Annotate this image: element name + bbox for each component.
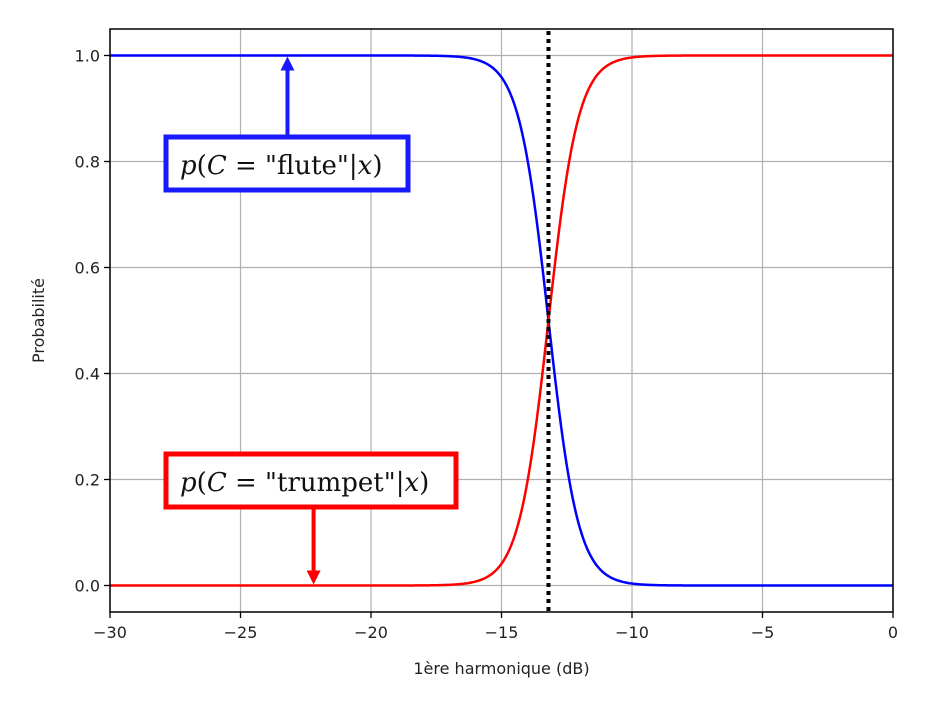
y-tick-label: 0.4 xyxy=(75,365,100,384)
label-p: p xyxy=(180,151,197,181)
y-tick-label: 0.2 xyxy=(75,471,100,490)
arrow-down-icon xyxy=(306,570,321,585)
flute-label-box xyxy=(163,134,411,193)
x-tick-label: −25 xyxy=(224,623,258,642)
label-paren-close: ) xyxy=(419,468,429,498)
y-tick-label: 1.0 xyxy=(75,47,100,66)
x-tick-label: −5 xyxy=(751,623,775,642)
trumpet-probability-curve xyxy=(110,54,893,587)
x-tick-label: −20 xyxy=(354,623,388,642)
label-C: C xyxy=(207,468,227,498)
arrow-up-icon xyxy=(280,56,295,71)
trumpet-label-text: p(C = "trumpet"|x) xyxy=(180,468,429,498)
label-paren-open: ( xyxy=(197,468,207,498)
y-axis-ticks: 0.0 0.2 0.4 0.6 0.8 1.0 xyxy=(75,47,110,596)
label-p: p xyxy=(180,468,197,498)
x-tick-label: −10 xyxy=(615,623,649,642)
grid-lines xyxy=(109,29,894,612)
trumpet-label-box xyxy=(163,451,459,510)
x-tick-label: 0 xyxy=(888,623,898,642)
label-class: = "flute"| xyxy=(227,151,358,181)
x-axis-ticks: −30 −25 −20 −15 −10 −5 0 xyxy=(93,612,898,642)
flute-annotation: p(C = "flute"|x) xyxy=(163,56,411,193)
x-tick-label: −30 xyxy=(93,623,127,642)
x-axis-label: 1ère harmonique (dB) xyxy=(413,659,589,678)
y-tick-label: 0.0 xyxy=(75,577,100,596)
label-C: C xyxy=(207,151,227,181)
y-tick-label: 0.6 xyxy=(75,259,100,278)
label-paren-close: ) xyxy=(372,151,382,181)
flute-label-text: p(C = "flute"|x) xyxy=(180,151,382,181)
probability-curves xyxy=(110,54,893,587)
y-axis-label: Probabilité xyxy=(29,278,48,363)
label-x: x xyxy=(358,151,373,181)
trumpet-annotation: p(C = "trumpet"|x) xyxy=(163,451,459,585)
flute-probability-curve xyxy=(110,54,893,587)
label-paren-open: ( xyxy=(197,151,207,181)
x-tick-label: −15 xyxy=(485,623,519,642)
label-class: = "trumpet"| xyxy=(227,468,405,498)
y-tick-label: 0.8 xyxy=(75,153,100,172)
label-x: x xyxy=(404,468,419,498)
